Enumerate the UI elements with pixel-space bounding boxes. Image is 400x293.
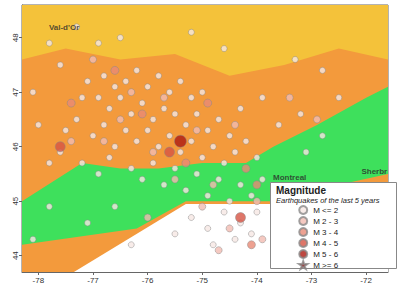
svg-text:M 3 - 4: M 3 - 4: [313, 228, 338, 237]
svg-text:-73: -73: [306, 276, 318, 285]
svg-text:-72: -72: [360, 276, 372, 285]
svg-text:M >= 6: M >= 6: [313, 261, 338, 270]
svg-text:Montreal: Montreal: [273, 173, 306, 182]
svg-text:-77: -77: [87, 276, 99, 285]
svg-text:M 5 - 6: M 5 - 6: [313, 250, 338, 259]
svg-text:Val-d'Or: Val-d'Or: [49, 23, 79, 32]
svg-text:-76: -76: [142, 276, 154, 285]
svg-text:M 2 - 3: M 2 - 3: [313, 217, 338, 226]
svg-text:46: 46: [11, 142, 20, 151]
svg-text:Earthquakes of the last 5 year: Earthquakes of the last 5 years: [276, 196, 380, 205]
svg-text:47: 47: [11, 87, 20, 96]
svg-text:45: 45: [11, 196, 20, 205]
svg-text:Sherbr: Sherbr: [361, 167, 387, 176]
svg-text:-78: -78: [33, 276, 45, 285]
svg-text:-74: -74: [251, 276, 263, 285]
svg-text:48: 48: [11, 33, 20, 42]
svg-text:44: 44: [11, 251, 20, 260]
svg-text:M 4 - 5: M 4 - 5: [313, 239, 338, 248]
svg-text:-75: -75: [196, 276, 208, 285]
svg-text:M <= 2: M <= 2: [313, 206, 338, 215]
svg-text:Magnitude: Magnitude: [276, 185, 326, 196]
